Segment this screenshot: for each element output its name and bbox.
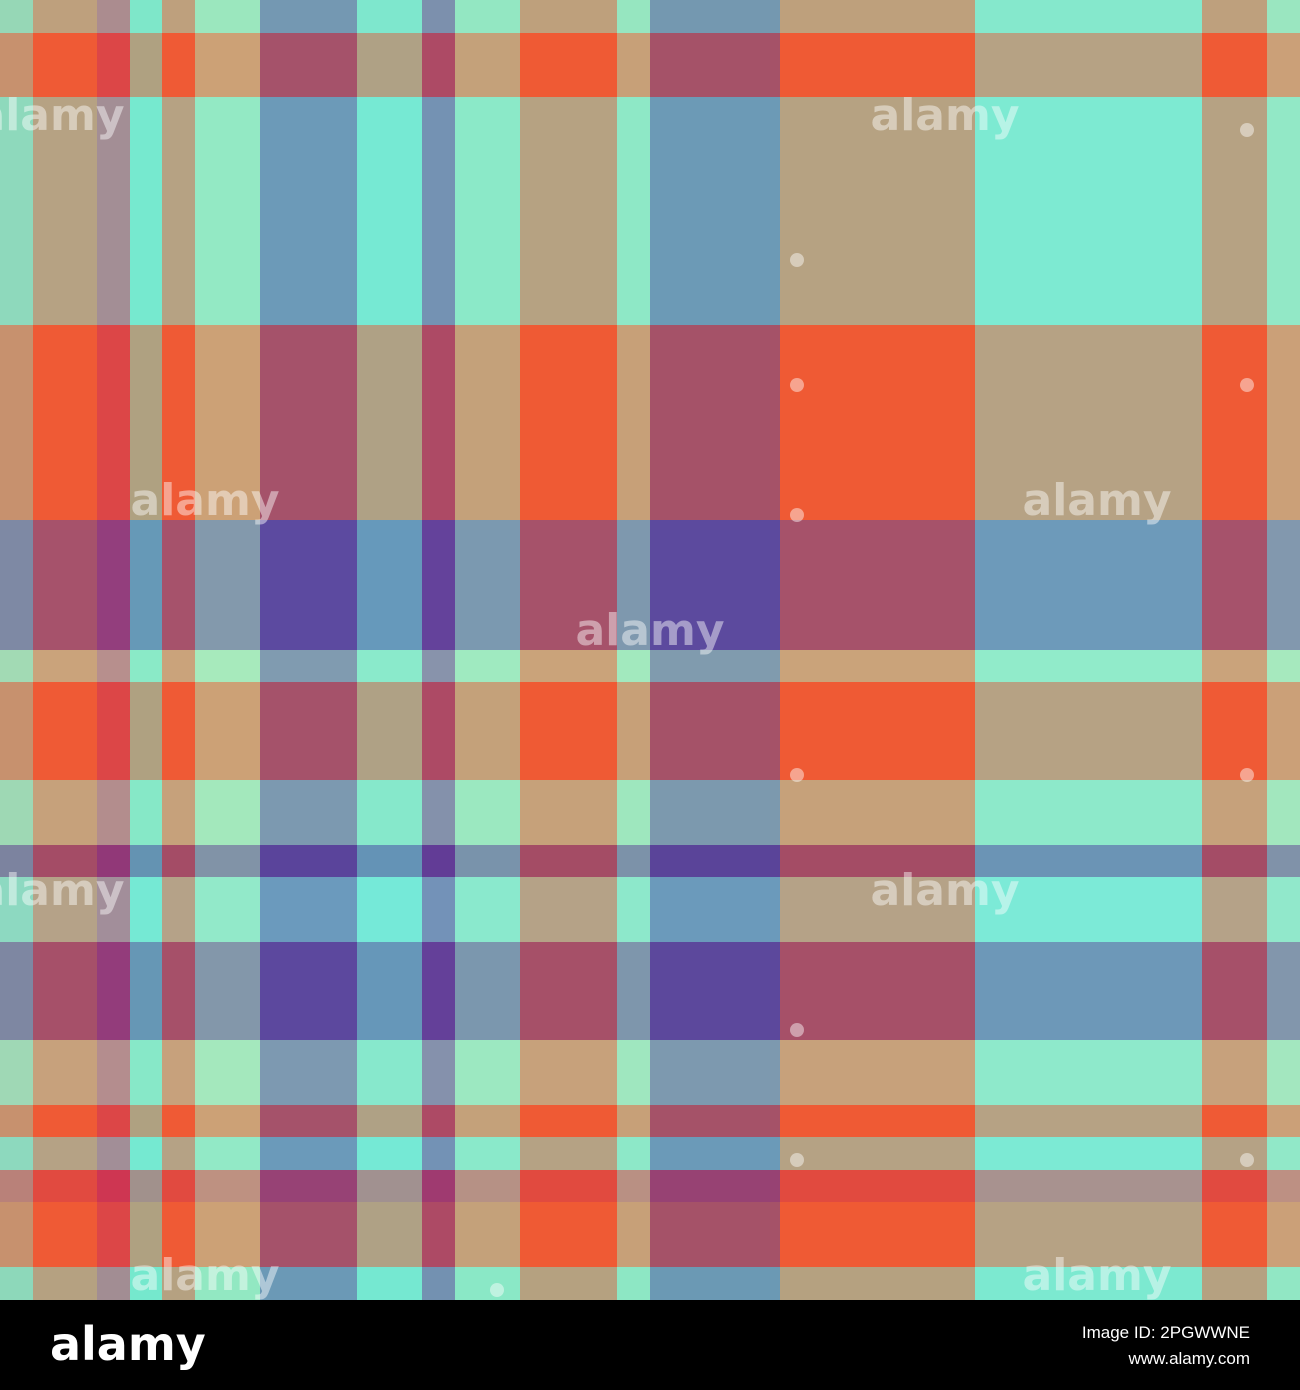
weft-stripe <box>0 1137 1300 1170</box>
watermark: alamy <box>1023 475 1172 526</box>
weft-stripe <box>0 1105 1300 1137</box>
weft-stripe <box>0 877 1300 942</box>
weft-stripe <box>0 650 1300 682</box>
watermark: alamy <box>1023 1250 1172 1301</box>
weft-stripe <box>0 682 1300 780</box>
watermark: alamy <box>871 90 1020 141</box>
weft-stripe <box>0 780 1300 845</box>
weft-stripe <box>0 520 1300 650</box>
watermark-icon <box>790 508 804 522</box>
watermark-icon <box>1240 378 1254 392</box>
weft-stripe <box>0 942 1300 1040</box>
image-id: Image ID: 2PGWWNE <box>1082 1323 1250 1342</box>
watermark-icon <box>790 1153 804 1167</box>
watermark-icon <box>790 253 804 267</box>
footer-bar <box>0 1300 1300 1390</box>
watermark-icon <box>1240 123 1254 137</box>
watermarks: alamy alamy alamy alamy alamy alamy alamy alamy… <box>0 90 1254 1301</box>
watermark-icon <box>790 378 804 392</box>
watermark-icon <box>790 768 804 782</box>
weft-stripe <box>0 1202 1300 1267</box>
watermark: alamy <box>871 865 1020 916</box>
weft-stripe <box>0 97 1300 325</box>
source-url: www.alamy.com <box>1127 1349 1250 1368</box>
watermark-icon <box>1240 768 1254 782</box>
watermark: alamy <box>576 605 725 656</box>
watermark: alamy <box>0 90 125 141</box>
weft-stripe <box>0 325 1300 520</box>
watermark: alamy <box>131 1250 280 1301</box>
weft-stripe <box>0 1170 1300 1202</box>
weft-stripe <box>0 0 1300 33</box>
watermark: alamy <box>0 865 125 916</box>
watermark-icon <box>490 1283 504 1297</box>
watermark-icon <box>1240 1153 1254 1167</box>
weft-stripe <box>0 1267 1300 1300</box>
weft-stripe <box>0 845 1300 877</box>
plaid-pattern <box>0 0 1300 1300</box>
footer-logo: alamy <box>50 1317 206 1371</box>
watermark: alamy <box>131 475 280 526</box>
weft-stripe <box>0 33 1300 97</box>
watermark-icon <box>790 1023 804 1037</box>
weft-stripe <box>0 1040 1300 1105</box>
